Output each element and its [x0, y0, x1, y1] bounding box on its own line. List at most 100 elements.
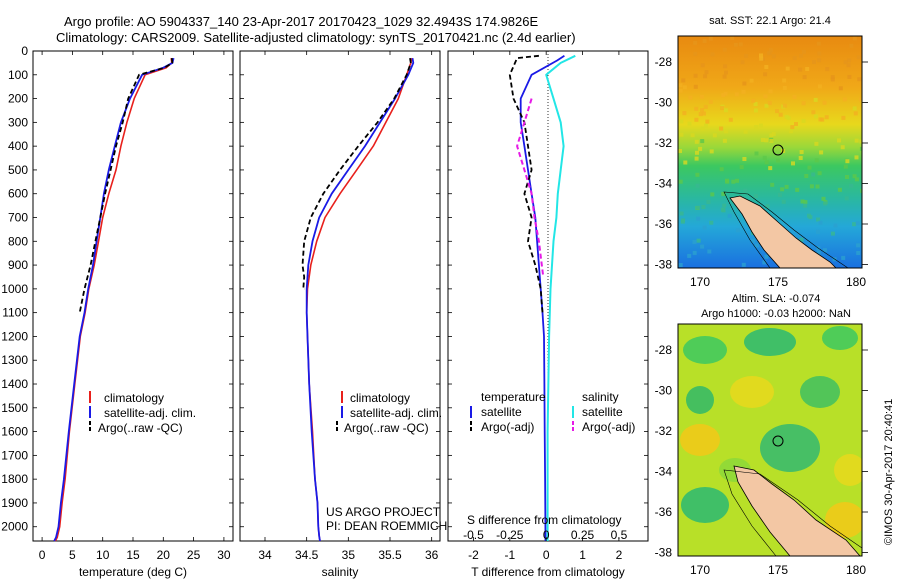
- sst-pixel: [768, 166, 773, 171]
- sla-anomaly: [822, 326, 858, 350]
- sst-map-lon-ticks: 170 175 180: [690, 275, 866, 289]
- sst-pixel: [854, 177, 859, 182]
- legend-label-t-satellite: satellite: [481, 405, 522, 419]
- depth-tick-label: 1700: [1, 448, 28, 462]
- sst-pixel: [742, 157, 747, 161]
- sst-pixel: [710, 192, 715, 197]
- land-new-zealand: [733, 465, 861, 556]
- sst-pixel: [816, 229, 820, 234]
- lat-tick-label: -28: [655, 343, 673, 357]
- sst-pixel: [721, 93, 726, 98]
- sst-pixel: [852, 222, 857, 227]
- depth-tick-label: 700: [8, 211, 28, 225]
- series-line-satellite-adj-clim-: [53, 57, 175, 542]
- temperature-axes-frame: [32, 50, 234, 542]
- sst-pixel: [758, 123, 763, 128]
- sst-pixel: [701, 111, 706, 116]
- sst-pixel: [743, 129, 748, 134]
- sst-pixel: [694, 156, 699, 161]
- sst-pixel: [692, 239, 697, 244]
- sst-pixel: [798, 156, 803, 160]
- sla-anomaly: [834, 454, 862, 486]
- lat-tick-label: -30: [655, 96, 673, 110]
- sst-pixel: [843, 164, 848, 169]
- sst-pixel: [856, 251, 861, 255]
- sst-pixel: [809, 184, 814, 189]
- sst-pixel: [709, 149, 714, 154]
- s-tick-label: -0.25: [496, 528, 524, 542]
- legend-label-satellite-adj: satellite-adj. clim.: [104, 406, 196, 420]
- sst-pixel: [784, 184, 789, 189]
- sst-pixel: [816, 250, 821, 255]
- sst-pixel: [706, 200, 711, 204]
- sst-pixel: [817, 84, 822, 89]
- series-line-salinity-satellite: [545, 54, 576, 541]
- sst-pixel: [782, 103, 787, 108]
- difference-panel: -2 -1 0 1 2 -0.5 -0.25 0 0.25 0.5 S difference f…: [447, 50, 649, 579]
- sst-pixel: [725, 179, 730, 184]
- sst-map-title: sat. SST: 22.1 Argo: 21.4: [709, 15, 831, 27]
- sst-pixel: [816, 41, 821, 46]
- sst-map-field: [678, 36, 862, 268]
- lat-tick-label: -32: [655, 136, 673, 150]
- sst-pixel: [754, 151, 759, 156]
- x-tick-label: 34: [258, 548, 272, 562]
- sst-pixel: [814, 141, 819, 146]
- lon-tick-label: 170: [690, 275, 710, 289]
- sst-pixel: [833, 223, 838, 228]
- sst-pixel: [817, 58, 822, 63]
- sst-pixel: [730, 36, 735, 40]
- sst-pixel: [720, 207, 725, 212]
- lon-tick-label: 180: [846, 275, 866, 289]
- sla-anomaly: [683, 336, 727, 364]
- sst-pixel: [841, 255, 846, 260]
- sst-pixel: [720, 105, 725, 110]
- sst-pixel: [788, 129, 793, 134]
- sst-pixel: [859, 139, 862, 144]
- salinity-panel: 34 34.5 35 35.5 36 salinity climatology sate…: [239, 50, 447, 579]
- sst-pixel: [763, 72, 768, 77]
- sst-pixel: [759, 53, 763, 58]
- depth-tick-label: 600: [8, 187, 28, 201]
- sst-pixel: [705, 119, 710, 124]
- s-tick-label: 0: [543, 528, 550, 542]
- sst-pixel: [785, 66, 790, 71]
- series-line-climatology: [305, 57, 413, 542]
- sst-pixel: [844, 196, 849, 201]
- sst-pixel: [694, 117, 699, 122]
- sst-pixel: [818, 117, 823, 122]
- sst-pixel: [818, 220, 823, 225]
- sst-pixel: [813, 97, 818, 102]
- series-line-argo-raw-qc-: [301, 57, 412, 290]
- sst-pixel: [764, 65, 769, 69]
- sst-pixel: [790, 125, 795, 130]
- depth-tick-label: 200: [8, 92, 28, 106]
- sst-pixel: [859, 97, 862, 102]
- sst-pixel: [800, 199, 805, 204]
- legend-heading-salinity: salinity: [582, 390, 619, 404]
- sst-pixel: [778, 112, 783, 117]
- s-tick-label: -0.5: [463, 528, 484, 542]
- sst-pixel: [743, 188, 748, 193]
- sst-pixel: [702, 225, 707, 230]
- argo-location-marker: [772, 435, 784, 447]
- sst-pixel: [727, 213, 732, 218]
- sst-pixel: [814, 158, 819, 163]
- sst-pixel: [822, 100, 827, 105]
- sst-pixel: [703, 104, 708, 109]
- credit-timestamp: ©IMOS 30-Apr-2017 20:40:41: [883, 399, 895, 545]
- sst-pixel: [825, 67, 830, 72]
- salinity-x-ticks: 34 34.5 35 35.5 36: [258, 51, 439, 562]
- x-tick-label: 35.5: [378, 548, 402, 562]
- legend-heading-temperature: temperature: [481, 390, 546, 404]
- sst-pixel: [816, 217, 821, 222]
- sst-pixel: [782, 86, 787, 90]
- sst-pixel: [819, 150, 824, 155]
- sst-pixel: [741, 262, 746, 267]
- bathymetry-contour: [723, 191, 849, 268]
- depth-tick-label: 800: [8, 234, 28, 248]
- s-difference-label: S difference from climatology: [467, 513, 622, 527]
- sst-pixel: [781, 199, 786, 204]
- sst-pixel: [840, 145, 845, 150]
